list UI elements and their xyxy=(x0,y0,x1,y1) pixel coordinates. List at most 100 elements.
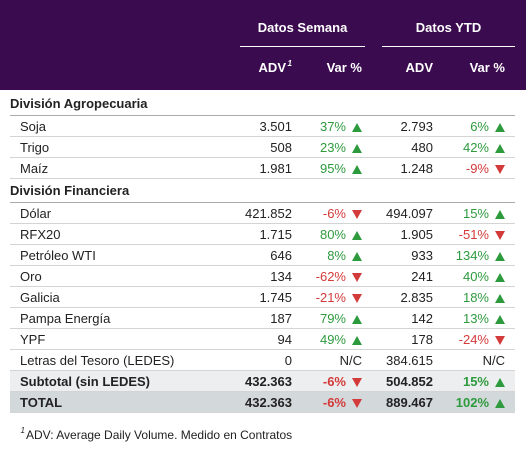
row-label: YPF xyxy=(20,331,46,347)
adv-value: 94 xyxy=(277,331,292,347)
adv-value: 646 xyxy=(270,247,292,263)
adv-value: 432.363 xyxy=(245,394,292,410)
section-separator xyxy=(10,115,515,116)
arrow-up xyxy=(495,251,505,261)
row-separator xyxy=(10,265,515,266)
row-label: Galicia xyxy=(20,289,60,305)
adv-value: 178 xyxy=(411,331,433,347)
arrow-up xyxy=(352,164,362,174)
adv-value: 1.981 xyxy=(259,160,292,176)
footnote: ADV: Average Daily Volume. Medido en Con… xyxy=(26,428,293,442)
group-underline xyxy=(240,46,365,47)
var-value: -21% xyxy=(315,289,346,305)
section-title: División Agropecuaria xyxy=(10,96,148,111)
row-separator xyxy=(10,286,515,287)
arrow-up xyxy=(495,377,505,387)
adv-value: 2.835 xyxy=(400,289,433,305)
arrow-down xyxy=(352,293,362,303)
var-value: 18% xyxy=(462,289,489,305)
arrow-up xyxy=(495,272,505,282)
var-value: -6% xyxy=(322,394,346,410)
note-marker: 1 xyxy=(287,59,292,68)
arrow-down xyxy=(352,272,362,282)
adv-value: 2.793 xyxy=(400,118,433,134)
section-title: División Financiera xyxy=(10,183,130,198)
row-separator xyxy=(10,307,515,308)
arrow-down xyxy=(495,230,505,240)
adv-value: 1.745 xyxy=(259,289,292,305)
adv-value: 187 xyxy=(270,310,292,326)
section-separator xyxy=(10,202,515,203)
var-value: -9% xyxy=(465,160,489,176)
row-separator xyxy=(10,178,515,179)
group-label: Datos YTD xyxy=(415,20,482,35)
adv-value: 1.248 xyxy=(400,160,433,176)
row-separator xyxy=(10,370,515,371)
var-value: 134% xyxy=(455,247,489,263)
row-label: TOTAL xyxy=(20,394,63,410)
row-label: Soja xyxy=(20,118,47,134)
var-value: 23% xyxy=(319,139,346,155)
row-label: Letras del Tesoro (LEDES) xyxy=(20,352,175,368)
header-band xyxy=(0,0,526,90)
arrow-up xyxy=(495,122,505,132)
var-value: 102% xyxy=(455,394,489,410)
row-separator xyxy=(10,223,515,224)
adv-value: 480 xyxy=(411,139,433,155)
var-value: -6% xyxy=(322,205,346,221)
row-label: Subtotal (sin LEDES) xyxy=(20,373,150,389)
adv-value: 134 xyxy=(270,268,292,284)
var-value: 15% xyxy=(462,205,489,221)
row-background xyxy=(10,392,515,413)
arrow-up xyxy=(495,398,505,408)
adv-value: 504.852 xyxy=(386,373,433,389)
arrow-up xyxy=(352,251,362,261)
footnote-marker: 1 xyxy=(20,426,25,435)
arrow-down xyxy=(495,335,505,345)
row-separator xyxy=(10,391,515,392)
var-value: N/C xyxy=(339,352,362,368)
row-background xyxy=(10,371,515,392)
row-label: Oro xyxy=(20,268,42,284)
column-label: Var % xyxy=(469,60,505,75)
row-separator xyxy=(10,244,515,245)
arrow-down xyxy=(352,209,362,219)
var-value: 79% xyxy=(319,310,346,326)
arrow-up xyxy=(495,293,505,303)
row-label: Trigo xyxy=(20,139,50,155)
var-value: -24% xyxy=(458,331,489,347)
column-label: ADV xyxy=(405,60,433,75)
row-separator xyxy=(10,412,515,413)
arrow-down xyxy=(352,377,362,387)
adv-value: 3.501 xyxy=(259,118,292,134)
column-label: Var % xyxy=(326,60,362,75)
var-value: -62% xyxy=(315,268,346,284)
row-label: Maíz xyxy=(20,160,49,176)
adv-value: 432.363 xyxy=(245,373,292,389)
row-separator xyxy=(10,157,515,158)
var-value: 40% xyxy=(462,268,489,284)
var-value: 37% xyxy=(319,118,346,134)
var-value: -51% xyxy=(458,226,489,242)
arrow-up xyxy=(352,335,362,345)
arrow-down xyxy=(352,398,362,408)
var-value: 95% xyxy=(319,160,346,176)
arrow-up xyxy=(495,143,505,153)
arrow-up xyxy=(352,122,362,132)
var-value: 42% xyxy=(462,139,489,155)
row-separator xyxy=(10,136,515,137)
adv-value: 421.852 xyxy=(245,205,292,221)
column-label: ADV xyxy=(258,60,286,75)
var-value: 6% xyxy=(470,118,489,134)
arrow-up xyxy=(352,314,362,324)
arrow-up xyxy=(495,314,505,324)
var-value: 8% xyxy=(327,247,346,263)
arrow-down xyxy=(495,164,505,174)
var-value: -6% xyxy=(322,373,346,389)
var-value: 13% xyxy=(462,310,489,326)
adv-value: 933 xyxy=(411,247,433,263)
adv-value: 1.905 xyxy=(400,226,433,242)
adv-value: 241 xyxy=(411,268,433,284)
row-label: Pampa Energía xyxy=(20,310,111,326)
